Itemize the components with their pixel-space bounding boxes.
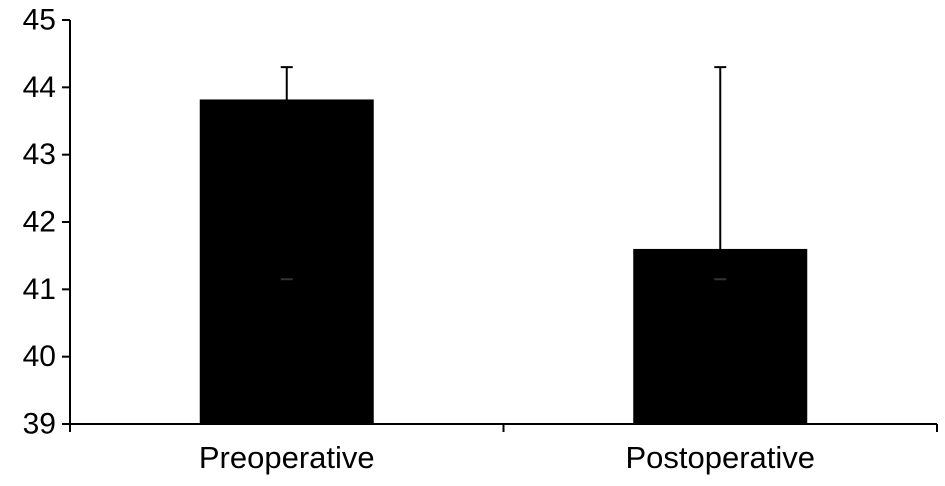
y-tick-label: 42 (23, 206, 56, 239)
x-category-label-postoperative: Postoperative (625, 440, 815, 475)
y-tick-label: 44 (23, 71, 56, 104)
bars-layer (199, 99, 808, 424)
error-bars-layer (280, 66, 727, 281)
y-tick-label: 45 (23, 4, 56, 37)
axes-layer (62, 19, 938, 432)
y-tick-label: 43 (23, 138, 56, 171)
x-category-label-preoperative: Preoperative (199, 440, 375, 475)
y-tick-label: 40 (23, 340, 56, 373)
error-bar-preoperative (280, 66, 293, 281)
error-bar-postoperative (714, 66, 727, 281)
y-tick-label: 39 (23, 408, 56, 441)
labels-layer: 39 40 41 42 43 44 45 Preoperative Postoperative (23, 4, 815, 476)
y-tick-label: 41 (23, 273, 56, 306)
